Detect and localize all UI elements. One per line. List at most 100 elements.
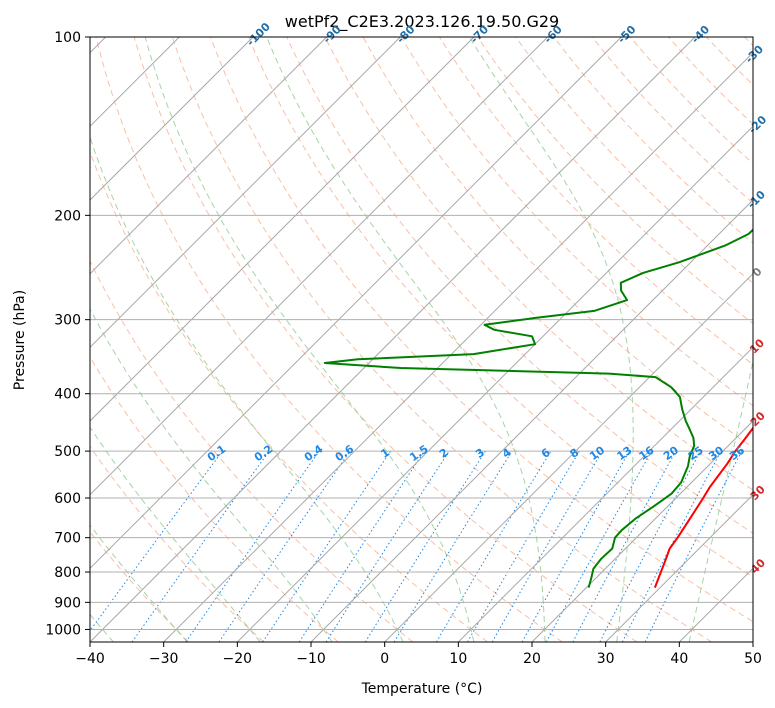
dry-adiabat (248, 37, 753, 578)
dry-adiabat (286, 37, 753, 534)
mixing-ratio-line (364, 450, 486, 642)
mixing-ratio-label: 10 (587, 443, 607, 463)
mixing-ratio-label: 2 (437, 446, 451, 461)
mixing-ratio-label: 0.1 (205, 442, 228, 464)
y-tick-label: 600 (54, 491, 81, 507)
moist-adiabat (90, 524, 188, 642)
dry-adiabat (90, 150, 488, 642)
dry-adiabat (90, 445, 264, 642)
moist-adiabat (266, 37, 546, 642)
mixing-ratio-label: 4 (500, 446, 514, 461)
x-tick-label: 20 (523, 651, 541, 667)
isotherm (384, 272, 753, 642)
dewpoint-line (323, 228, 753, 588)
isotherm (236, 125, 753, 642)
dry-adiabat (324, 37, 753, 491)
mixing-ratio-label: 1.5 (407, 442, 430, 464)
mixing-ratio-line (131, 450, 270, 642)
y-tick-label: 100 (54, 30, 81, 46)
dry-adiabat (90, 531, 190, 642)
gridlines (90, 37, 753, 642)
moist-adiabat (90, 426, 261, 642)
x-tick-label: −20 (223, 651, 253, 667)
mixing-ratio-line (521, 450, 630, 642)
isotherm-label: 20 (748, 409, 768, 429)
y-tick-label: 500 (54, 444, 81, 460)
isotherm (531, 420, 753, 642)
mixing-ratio-line (545, 450, 653, 642)
isotherm (310, 199, 753, 642)
dry-adiabat (90, 356, 339, 642)
isotherm-label: 40 (748, 556, 768, 576)
isotherm (90, 37, 401, 349)
mixing-ratio-label: 6 (539, 446, 553, 461)
mixing-ratio-line (262, 450, 392, 642)
isotherm-label: -10 (745, 188, 768, 211)
chart-title: wetPf2_C2E3.2023.126.19.50.G29 (285, 12, 559, 32)
isotherm (90, 37, 254, 201)
mixing-ratio-line (185, 450, 320, 642)
mixing-ratio-label: 0.4 (302, 442, 326, 464)
y-tick-label: 400 (54, 387, 81, 403)
dry-adiabat (90, 259, 414, 642)
y-tick-label: 300 (54, 313, 81, 329)
isotherm-label: -20 (746, 113, 769, 136)
x-tick-label: −30 (149, 651, 179, 667)
mixing-ratio-line (90, 450, 223, 632)
plot-frame (89, 36, 754, 643)
dry-adiabat (706, 37, 753, 86)
mixing-ratio-label: 1 (378, 446, 392, 461)
isotherm-label: -100 (244, 20, 273, 49)
mixing-ratio-line (218, 450, 351, 642)
mixing-ratio-line (644, 450, 743, 642)
mixing-ratio-line (393, 450, 513, 642)
isotherm-label: 30 (748, 483, 768, 503)
line-labels: 0.1 0.2 0.4 0.6 1 1.5 2 3 4 6 8 10 13 16 20 25 30 36-100-… (205, 20, 770, 576)
isotherm-label: -40 (689, 23, 712, 46)
isotherm (605, 493, 753, 642)
isotherm (90, 37, 475, 422)
mixing-ratio-label: 0.2 (252, 442, 275, 464)
isotherm-label: 10 (747, 336, 767, 356)
y-axis-label: Pressure (hPa) (12, 290, 28, 390)
dry-adiabat (553, 37, 753, 244)
isotherm (90, 37, 622, 570)
dry-adiabat (171, 37, 712, 642)
x-tick-label: 10 (449, 651, 467, 667)
moist-adiabat (688, 358, 753, 642)
isotherm-label: -30 (743, 42, 766, 65)
moist-adiabat (90, 135, 404, 642)
y-tick-label: 700 (54, 531, 81, 547)
mixing-ratio-label: 0.6 (333, 442, 357, 464)
moist-adiabat (144, 37, 475, 642)
x-tick-label: 0 (380, 651, 389, 667)
x-tick-label: −10 (296, 651, 326, 667)
isotherm (90, 37, 328, 275)
mixing-ratio-label: 3 (473, 446, 487, 461)
y-tick-label: 200 (54, 208, 81, 224)
x-tick-label: 40 (670, 651, 688, 667)
isotherm (90, 37, 696, 642)
isotherm (457, 346, 753, 642)
dry-adiabat (210, 37, 753, 623)
axis-ticks: −40 −30 −20 −10 0 10 20 30 40 5010009008007006005… (45, 30, 762, 667)
data-series (323, 228, 753, 588)
dry-adiabat (133, 37, 638, 642)
dry-adiabat (95, 37, 563, 642)
background-lines (90, 37, 753, 642)
mixing-ratio-line (325, 450, 450, 642)
isotherm-label: 0 (750, 265, 765, 280)
mixing-ratio-line (572, 450, 677, 642)
x-tick-label: −40 (75, 651, 105, 667)
isotherm (163, 51, 753, 642)
y-tick-label: 900 (54, 595, 81, 611)
mixing-ratio-line (599, 450, 701, 642)
y-tick-label: 1000 (45, 622, 81, 638)
x-axis-label: Temperature (°C) (361, 681, 483, 697)
x-tick-label: 50 (744, 651, 762, 667)
x-tick-label: 30 (597, 651, 615, 667)
isotherm (90, 37, 549, 496)
temperature-line (653, 426, 753, 588)
mixing-ratio-label: 20 (661, 443, 681, 463)
